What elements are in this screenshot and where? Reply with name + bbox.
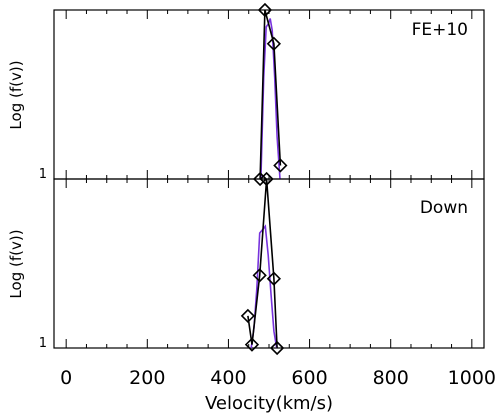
series-line-0: [260, 18, 281, 180]
x-tick-label-5: 1000: [448, 367, 496, 389]
diamond-marker-1: [257, 2, 273, 18]
top-panel-label: FE+10: [412, 20, 468, 40]
diamond-marker-3: [259, 171, 274, 187]
diamond-marker-0: [240, 308, 256, 324]
x-axis-label: Velocity(km/s): [205, 393, 333, 414]
top-panel: FE+10 1 Log (f(v)): [7, 2, 485, 187]
bottom-panel: Down 1 Log (f(v)): [7, 171, 485, 356]
bottom-panel-label: Down: [420, 198, 468, 218]
series-line-0: [250, 224, 278, 349]
diamond-marker-2: [252, 268, 267, 283]
top-panel-series: [252, 2, 288, 187]
top-panel-y-tick-label: 1: [39, 167, 47, 182]
diamond-marker-2: [266, 36, 281, 51]
diamond-marker-3: [273, 158, 288, 173]
bottom-panel-ylabel: Log (f(v)): [7, 229, 25, 298]
series-line-1: [259, 9, 282, 180]
x-tick-label-2: 400: [210, 367, 246, 389]
x-tick-label-3: 600: [291, 367, 327, 389]
x-tick-label-0: 0: [60, 367, 72, 389]
diamond-marker-4: [266, 271, 281, 286]
top-panel-ylabel: Log (f(v)): [7, 60, 25, 129]
x-axis: 0 200 400 600 800 1000 Velocity(km/s): [60, 367, 496, 414]
bottom-panel-y-tick-label: 1: [39, 336, 47, 351]
diamond-marker-0: [252, 171, 268, 187]
diamond-marker-5: [269, 340, 285, 356]
x-tick-label-4: 800: [373, 367, 409, 389]
bottom-panel-ticks: [54, 179, 484, 349]
diamond-marker-1: [244, 337, 260, 352]
bottom-panel-series: [240, 171, 285, 356]
x-tick-label-1: 200: [129, 367, 165, 389]
